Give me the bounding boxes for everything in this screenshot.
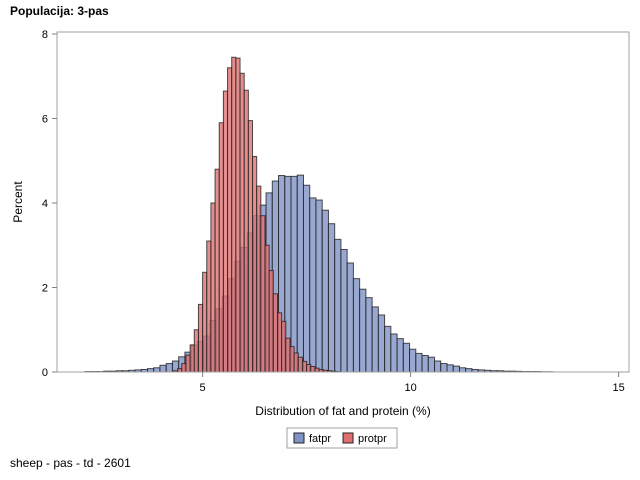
- bar-protpr: [264, 244, 270, 373]
- bar-protpr: [243, 89, 249, 373]
- bar-protpr: [289, 346, 295, 373]
- bar-protpr: [272, 293, 278, 373]
- bar-protpr: [256, 185, 262, 373]
- x-axis-label: Distribution of fat and protein (%): [255, 404, 430, 418]
- bar-protpr: [314, 367, 320, 373]
- bar-protpr: [206, 240, 212, 373]
- bar-fatpr: [146, 368, 155, 373]
- bar-fatpr: [334, 238, 342, 373]
- y-tick-label: 0: [42, 367, 48, 379]
- bar-fatpr: [434, 360, 442, 373]
- bar-protpr: [247, 120, 254, 373]
- bar-protpr: [193, 329, 199, 373]
- bar-protpr: [285, 337, 291, 373]
- bar-fatpr: [465, 368, 473, 373]
- chart-title: Populacija: 3-pas: [10, 4, 109, 18]
- bar-fatpr: [458, 367, 467, 373]
- bar-fatpr: [359, 288, 367, 373]
- bar-protpr: [214, 168, 220, 373]
- bar-fatpr: [302, 184, 311, 373]
- bar-protpr: [310, 366, 316, 373]
- bar-fatpr: [340, 248, 348, 373]
- bar-protpr: [235, 57, 241, 373]
- bar-fatpr: [377, 314, 386, 373]
- bar-protpr: [181, 363, 187, 373]
- bar-protpr: [185, 354, 191, 373]
- bar-fatpr: [290, 175, 298, 373]
- bar-protpr: [293, 352, 299, 373]
- bar-protpr: [268, 270, 274, 373]
- y-axis-label: Percent: [11, 181, 25, 223]
- legend-box: [286, 427, 398, 449]
- footnote: sheep - pas - td - 2601: [10, 456, 131, 470]
- bar-protpr: [297, 356, 303, 373]
- bar-fatpr: [415, 352, 423, 373]
- bar-protpr: [177, 368, 183, 373]
- bar-protpr: [231, 56, 237, 373]
- bar-protpr: [202, 271, 208, 373]
- x-tick-label: 10: [404, 382, 416, 394]
- bar-protpr: [281, 320, 287, 373]
- bar-fatpr: [309, 197, 317, 373]
- bar-protpr: [222, 90, 229, 373]
- legend-swatch-fatpr: [293, 432, 305, 444]
- x-tick-label: 5: [200, 382, 206, 394]
- y-tick-label: 4: [42, 198, 48, 210]
- bar-protpr: [218, 122, 224, 373]
- bar-protpr: [239, 72, 245, 373]
- bar-fatpr: [321, 209, 329, 373]
- bar-protpr: [227, 67, 233, 373]
- bar-protpr: [252, 156, 258, 373]
- y-tick-label: 8: [42, 29, 48, 41]
- bar-fatpr: [446, 364, 454, 373]
- bar-protpr: [306, 363, 312, 373]
- bar-fatpr: [159, 364, 167, 373]
- bar-fatpr: [390, 333, 398, 373]
- y-tick-label: 2: [42, 283, 48, 295]
- bar-fatpr: [371, 306, 379, 373]
- bar-fatpr: [384, 325, 392, 373]
- bar-fatpr: [165, 363, 173, 373]
- bar-fatpr: [296, 174, 304, 373]
- bar-fatpr: [352, 278, 361, 373]
- bar-fatpr: [427, 356, 436, 373]
- bar-protpr: [301, 360, 308, 373]
- bar-protpr: [276, 312, 283, 373]
- bar-fatpr: [396, 338, 404, 373]
- x-tick-label: 15: [612, 382, 624, 394]
- legend-label-protpr: protpr: [358, 433, 387, 445]
- bar-fatpr: [402, 342, 411, 373]
- legend-swatch-protpr: [342, 432, 354, 444]
- bar-fatpr: [421, 355, 429, 373]
- bar-protpr: [189, 344, 195, 373]
- bar-fatpr: [452, 365, 460, 373]
- bar-fatpr: [315, 199, 323, 373]
- plot-frame: [56, 31, 630, 373]
- bar-protpr: [260, 215, 266, 373]
- bar-fatpr: [440, 363, 448, 373]
- bar-fatpr: [153, 367, 161, 373]
- bar-fatpr: [346, 262, 354, 373]
- bar-protpr: [210, 202, 216, 373]
- bar-fatpr: [327, 223, 336, 373]
- bar-fatpr: [409, 348, 417, 373]
- bar-protpr: [197, 303, 204, 373]
- legend-label-fatpr: fatpr: [309, 433, 331, 445]
- bar-fatpr: [365, 297, 373, 373]
- y-tick-label: 6: [42, 114, 48, 126]
